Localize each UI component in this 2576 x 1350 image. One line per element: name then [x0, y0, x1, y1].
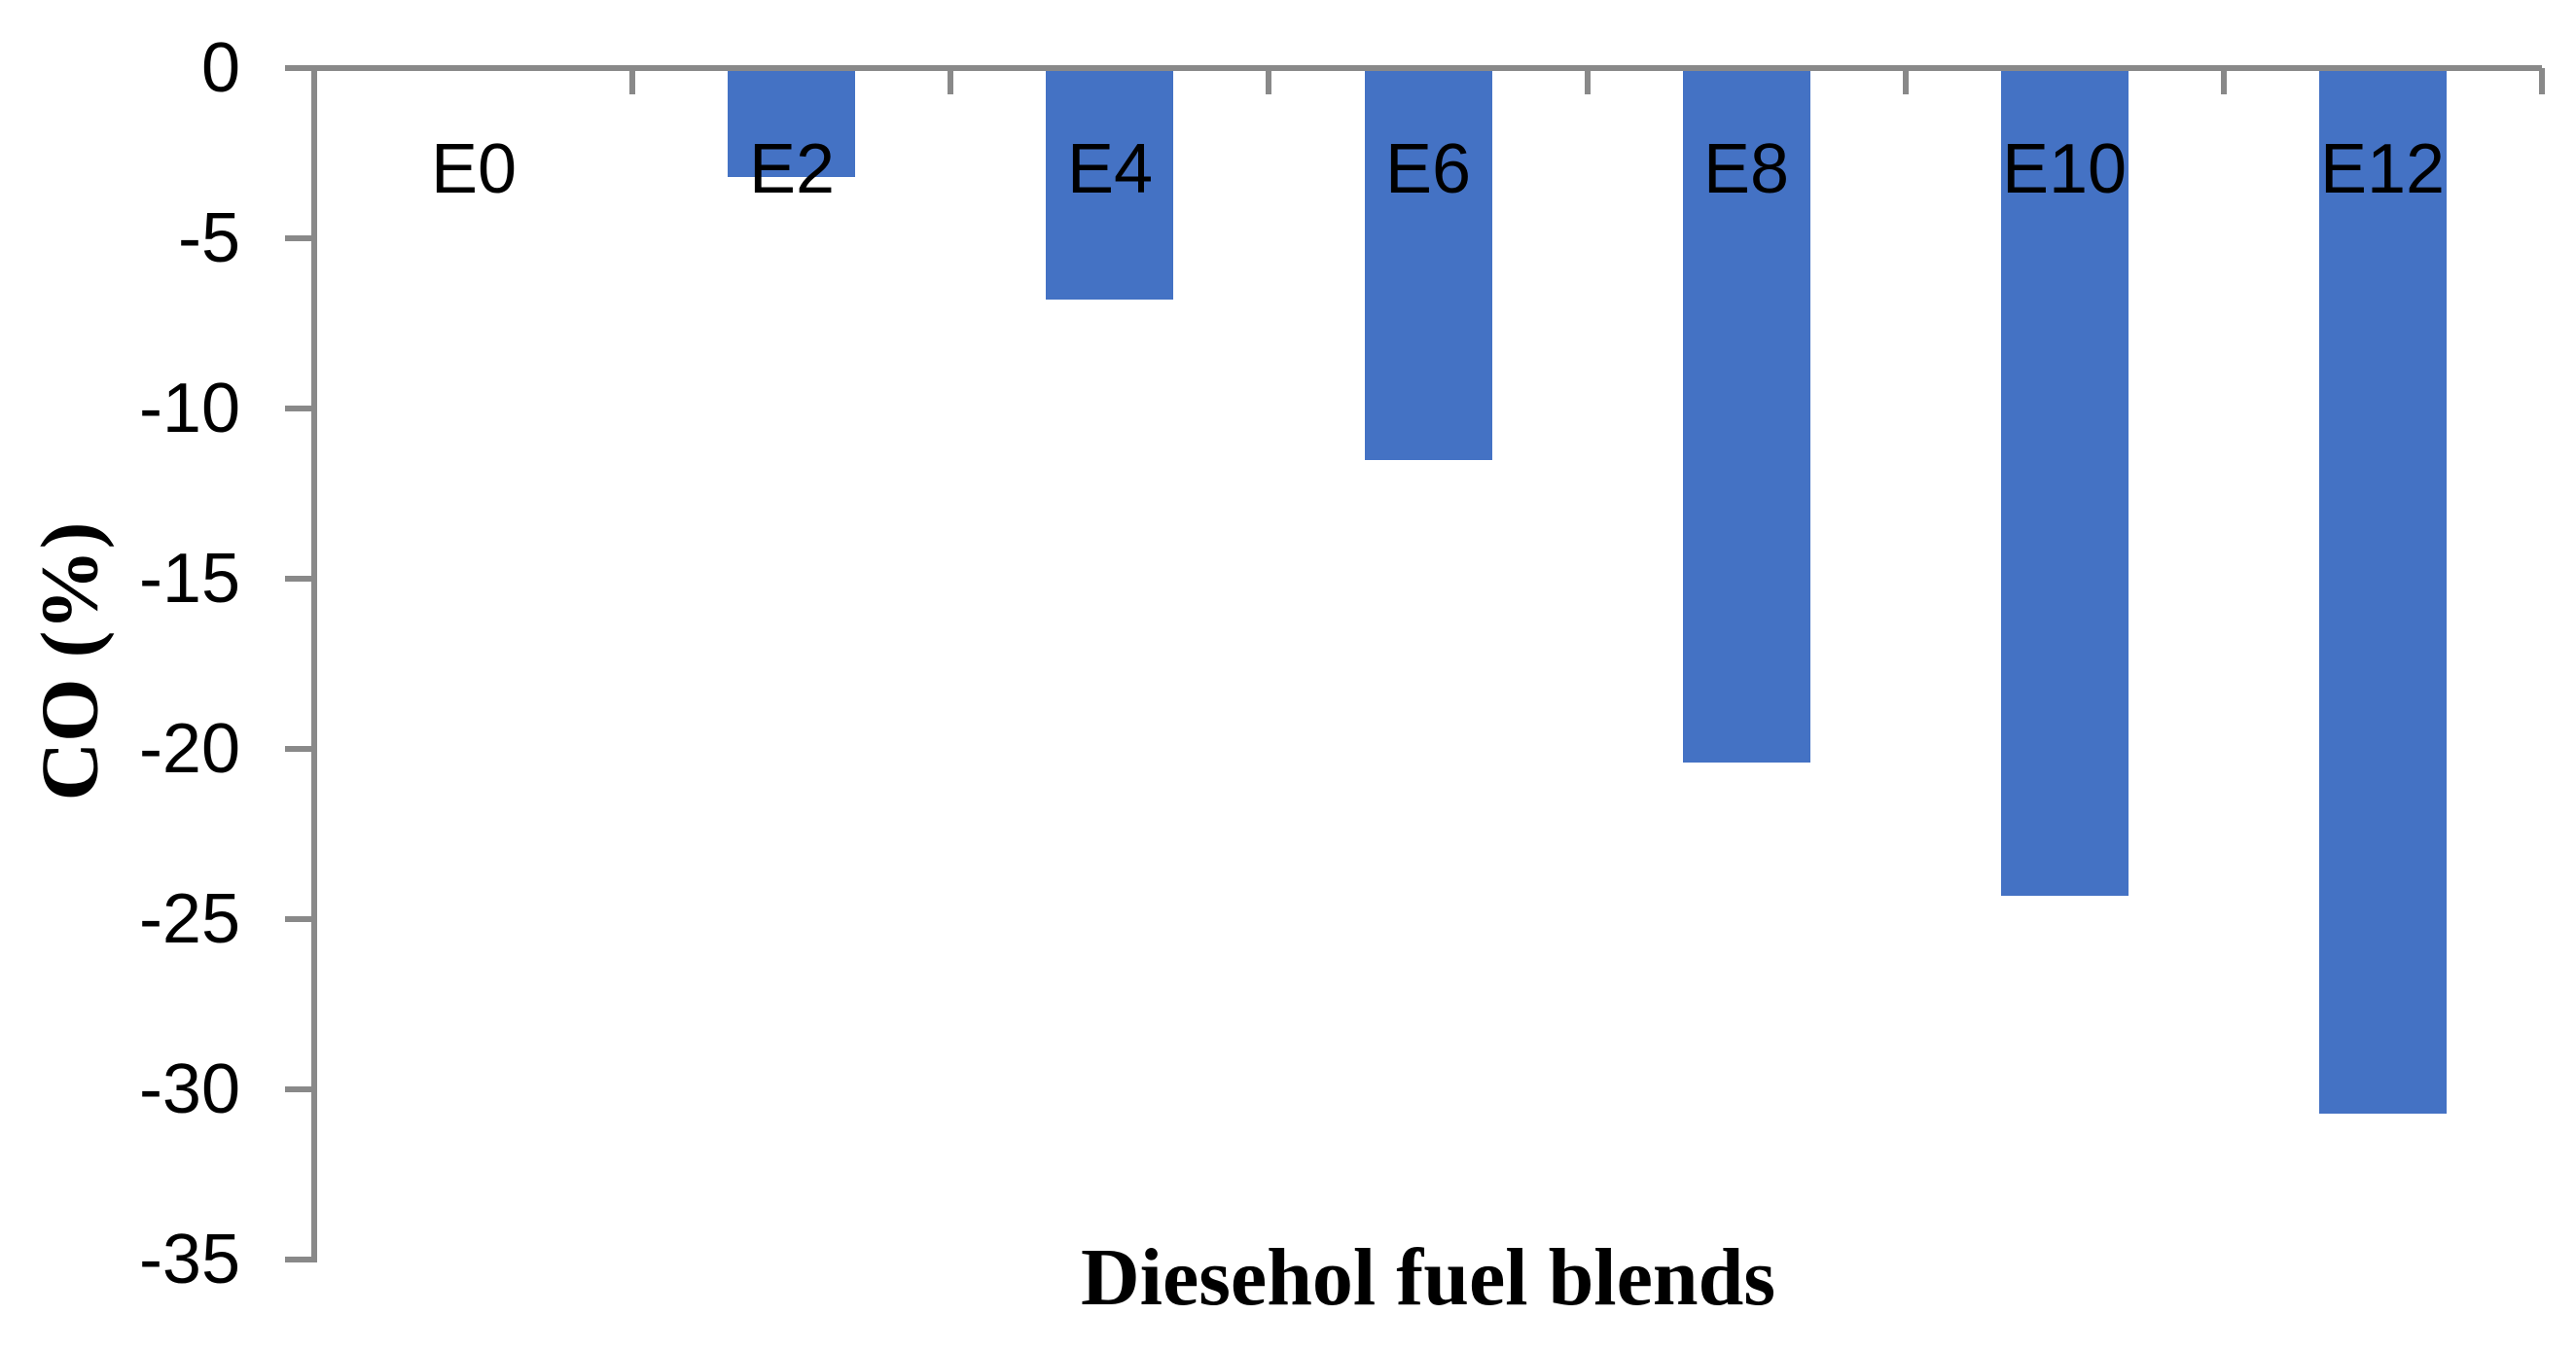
x-axis-title: Diesehol fuel blends — [1080, 1232, 1776, 1323]
y-tick-label: -30 — [138, 1050, 240, 1128]
bar-e6 — [1365, 68, 1492, 460]
bar-e8 — [1683, 68, 1810, 763]
y-tick-label: -10 — [138, 370, 240, 447]
x-tick — [2539, 68, 2545, 94]
y-tick — [285, 65, 311, 71]
y-axis-line — [311, 65, 317, 1262]
bar-e10 — [2001, 68, 2129, 896]
x-tick — [1266, 68, 1271, 94]
bar-e4 — [1046, 68, 1173, 300]
x-tick — [1585, 68, 1591, 94]
y-tick-label: 0 — [200, 29, 240, 107]
y-tick — [285, 576, 311, 582]
y-tick-label: -5 — [177, 199, 240, 277]
y-tick — [285, 916, 311, 922]
category-label-e6: E6 — [1384, 130, 1472, 208]
y-tick-label: -20 — [138, 710, 240, 788]
y-tick-label: -35 — [138, 1221, 240, 1298]
category-label-e2: E2 — [748, 130, 836, 208]
category-label-e10: E10 — [2001, 130, 2128, 208]
x-tick — [629, 68, 635, 94]
x-tick — [2221, 68, 2227, 94]
y-tick — [285, 235, 311, 241]
y-tick-label: -25 — [138, 880, 240, 958]
x-tick — [948, 68, 953, 94]
y-tick — [285, 1086, 311, 1092]
x-axis-zero-line — [285, 65, 2542, 71]
category-label-e4: E4 — [1066, 130, 1154, 208]
category-label-e12: E12 — [2319, 130, 2446, 208]
category-label-e8: E8 — [1702, 130, 1790, 208]
category-label-e0: E0 — [430, 130, 518, 208]
y-tick-label: -15 — [138, 540, 240, 618]
y-tick — [285, 746, 311, 752]
y-tick — [285, 1257, 311, 1262]
x-tick — [1903, 68, 1909, 94]
bar-e2 — [728, 68, 855, 177]
bar-e12 — [2319, 68, 2447, 1114]
y-tick — [285, 406, 311, 411]
